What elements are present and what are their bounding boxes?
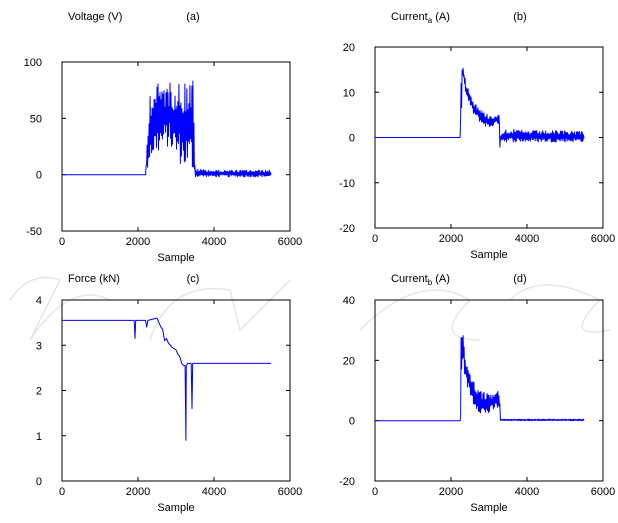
x-tick-label: 6000 xyxy=(591,233,615,245)
panel-label: (c) xyxy=(187,273,200,285)
chart-title: Currentb (A) xyxy=(391,273,450,287)
plot-frame xyxy=(374,299,604,482)
series-line xyxy=(62,80,272,178)
chart-title: Force (kN) xyxy=(68,273,120,285)
watermark xyxy=(9,276,611,341)
x-tick-label: 4000 xyxy=(202,236,226,248)
y-tick-label: 0 xyxy=(349,133,355,145)
panel-a: Voltage (V) (a) 0 2000 4000 6000 -50 0 50 100 Samp… xyxy=(24,11,303,264)
x-tick-label: 2000 xyxy=(439,486,463,498)
chart-title-main: Current xyxy=(391,11,428,23)
x-tick-label: 0 xyxy=(59,236,65,248)
y-tick-label: 1 xyxy=(36,431,42,443)
x-tick-label: 4000 xyxy=(515,233,539,245)
y-tick-label: 0 xyxy=(36,170,42,182)
x-tick-label: 4000 xyxy=(515,486,539,498)
panel-c: Force (kN) (c) 0 2000 4000 6000 0 1 2 3 4 Sample xyxy=(36,273,302,514)
y-tick-label: 0 xyxy=(36,476,42,488)
x-tick-label: 2000 xyxy=(126,236,150,248)
panel-b: Currenta (A) (b) 0 2000 4000 6000 -20 -10 0 10 20 S… xyxy=(339,11,615,261)
x-tick-label: 0 xyxy=(59,486,65,498)
y-tick-label: -50 xyxy=(26,226,42,238)
chart-title-subscript: a xyxy=(428,16,433,25)
series-line xyxy=(62,317,271,441)
x-axis-label: Sample xyxy=(470,249,507,261)
panel-label: (a) xyxy=(186,11,199,23)
y-tick-label: 4 xyxy=(36,295,42,307)
plot-frame xyxy=(61,61,291,232)
chart-title-main: Current xyxy=(391,273,428,285)
plot-frame xyxy=(61,299,291,482)
series-line xyxy=(375,67,585,148)
panel-label: (b) xyxy=(513,11,526,23)
x-axis-label: Sample xyxy=(157,502,194,514)
x-axis-label: Sample xyxy=(157,252,194,264)
y-tick-label: 40 xyxy=(343,295,355,307)
y-tick-label: 3 xyxy=(36,340,42,352)
panels: Voltage (V) (a)0 2000 4000 6000-50050100Samp… xyxy=(24,11,616,514)
panel-d: Currentb (A) (d) 0 2000 4000 6000 -20 0 20 40 Samp… xyxy=(339,273,615,514)
y-tick-label: -20 xyxy=(339,476,355,488)
y-tick-label: -10 xyxy=(339,178,355,190)
x-tick-label: 6000 xyxy=(278,486,302,498)
chart-title-unit: (A) xyxy=(432,273,450,285)
x-tick-label: 0 xyxy=(372,486,378,498)
x-tick-label: 2000 xyxy=(439,233,463,245)
y-tick-label: 100 xyxy=(24,57,42,69)
y-tick-label: 0 xyxy=(349,416,355,428)
chart-title: Voltage (V) xyxy=(68,11,122,23)
chart-title: Currenta (A) xyxy=(391,11,450,25)
x-tick-label: 4000 xyxy=(202,486,226,498)
chart-title-subscript: b xyxy=(428,278,433,287)
y-tick-label: 20 xyxy=(343,42,355,54)
y-tick-label: 10 xyxy=(343,87,355,99)
panel-label: (d) xyxy=(513,273,526,285)
x-tick-label: 6000 xyxy=(591,486,615,498)
x-axis-label: Sample xyxy=(470,502,507,514)
x-tick-label: 6000 xyxy=(278,236,302,248)
y-tick-label: 2 xyxy=(36,386,42,398)
y-tick-label: 50 xyxy=(30,113,42,125)
series-line xyxy=(375,335,585,422)
chart-title-unit: (A) xyxy=(432,11,450,23)
x-tick-label: 2000 xyxy=(126,486,150,498)
y-tick-label: 20 xyxy=(343,355,355,367)
y-tick-label: -20 xyxy=(339,223,355,235)
x-tick-label: 0 xyxy=(372,233,378,245)
